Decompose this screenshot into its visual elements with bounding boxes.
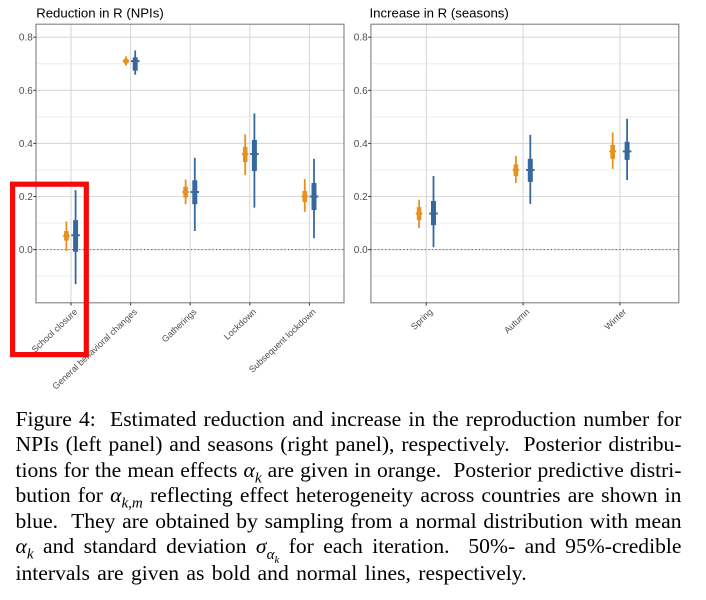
svg-text:0.8: 0.8 xyxy=(354,33,368,44)
svg-text:0.0: 0.0 xyxy=(354,245,368,256)
svg-text:Increase in R (seasons): Increase in R (seasons) xyxy=(370,6,509,21)
svg-text:Lockdown: Lockdown xyxy=(222,307,258,342)
svg-text:School closure: School closure xyxy=(30,307,80,355)
svg-text:0.0: 0.0 xyxy=(19,245,33,256)
svg-text:0.8: 0.8 xyxy=(19,33,33,44)
svg-text:0.4: 0.4 xyxy=(354,139,368,150)
svg-text:Autumn: Autumn xyxy=(502,307,531,336)
svg-text:0.6: 0.6 xyxy=(354,86,368,97)
svg-text:0.4: 0.4 xyxy=(19,139,33,150)
svg-text:0.6: 0.6 xyxy=(19,86,33,97)
svg-text:0.2: 0.2 xyxy=(19,192,33,203)
svg-text:0.2: 0.2 xyxy=(354,192,368,203)
svg-text:Subsequent lockdown: Subsequent lockdown xyxy=(247,307,318,375)
svg-text:Spring: Spring xyxy=(409,307,435,332)
svg-text:Gatherings: Gatherings xyxy=(160,306,199,344)
svg-text:Winter: Winter xyxy=(603,307,629,332)
svg-text:Reduction in R (NPIs): Reduction in R (NPIs) xyxy=(36,6,164,21)
